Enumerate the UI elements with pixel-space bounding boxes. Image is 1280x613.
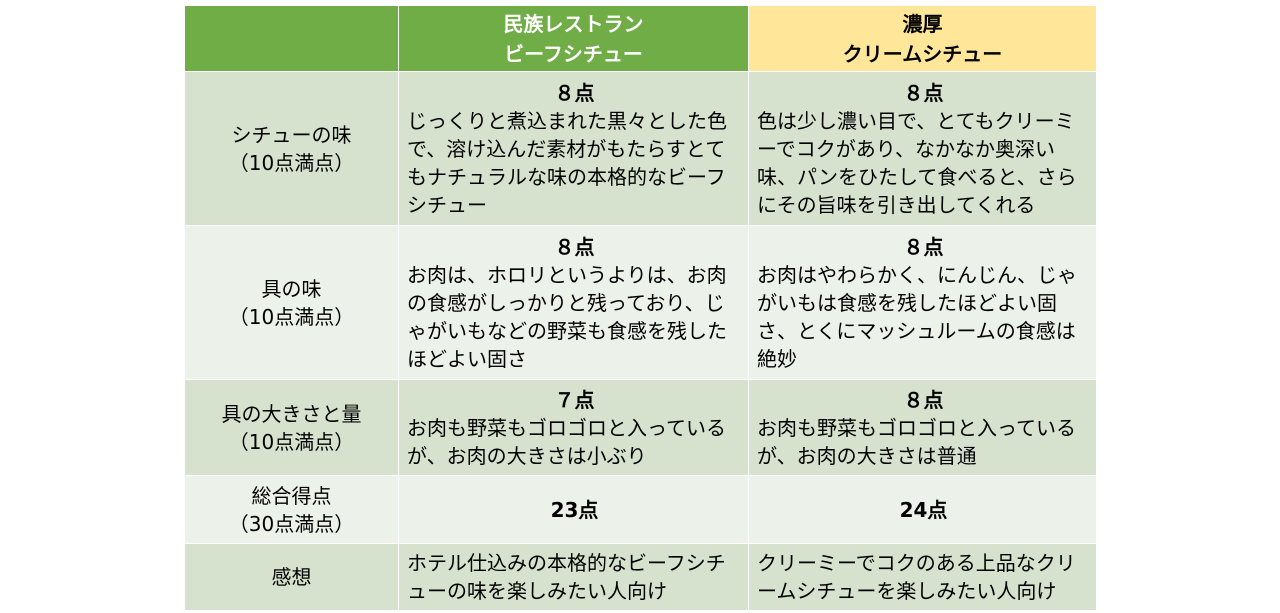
cream-stew-score: ８点 [903,387,944,412]
beef-stew-impression: ホテル仕込みの本格的なビーフシチューの味を楽しみたい人向け [407,551,726,603]
header-beef-stew: 民族レストラン ビーフシチュー [398,5,749,72]
row-label-line1: シチューの味 [231,122,352,147]
row-label-line2: （10点満点） [228,429,355,454]
beef-stew-score: ８点 [554,234,595,259]
row-label: 具の大きさと量 （10点満点） [184,379,399,476]
cream-stew-cell: ８点 お肉も野菜もゴロゴロと入っているが、お肉の大きさは普通 [748,379,1097,476]
cream-stew-cell: ８点 お肉はやわらかく、にんじん、じゃがいもは食感を残したほどよい固さ、とくにマ… [748,225,1097,380]
row-label-line2: （10点満点） [228,150,355,175]
beef-stew-score: ７点 [554,387,595,412]
row-label-line1: 総合得点 [251,483,332,508]
beef-stew-total-score: 23点 [550,497,599,522]
cream-stew-comment: お肉も野菜もゴロゴロと入っているが、お肉の大きさは普通 [757,415,1076,468]
row-label-line1: 具の味 [261,276,322,301]
row-label: シチューの味 （10点満点） [184,71,399,226]
row-label: 具の味 （10点満点） [184,225,399,380]
beef-stew-cell: 23点 [398,475,749,544]
row-label-line1: 感想 [271,565,312,589]
row-total-score: 総合得点 （30点満点） 23点 24点 [184,475,1097,544]
stew-comparison-table: 民族レストラン ビーフシチュー 濃厚 クリームシチュー シチューの味 （10点満… [184,5,1097,611]
beef-stew-score: ８点 [554,80,595,105]
cream-stew-cell: ８点 色は少し濃い目で、とてもクリーミーでコクがあり、なかなか奥深い味、パンをひ… [748,71,1097,226]
beef-stew-cell: ホテル仕込みの本格的なビーフシチューの味を楽しみたい人向け [398,543,749,611]
row-ingredient-taste: 具の味 （10点満点） ８点 お肉は、ホロリというよりは、お肉の食感がしっかりと… [184,225,1097,380]
beef-stew-comment: じっくりと煮込まれた黒々とした色で、溶け込んだ素材がもたらすとてもナチュラルな味… [407,108,727,217]
beef-stew-comment: お肉も野菜もゴロゴロと入っているが、お肉の大きさは小ぶり [407,415,726,468]
cream-stew-score: ８点 [903,80,944,105]
cream-stew-comment: お肉はやわらかく、にんじん、じゃがいもは食感を残したほどよい固さ、とくにマッシュ… [757,262,1077,371]
row-label-line1: 具の大きさと量 [221,401,362,426]
row-label-line2: （30点満点） [228,511,355,536]
cream-stew-total-score: 24点 [899,497,948,522]
row-stew-taste: シチューの味 （10点満点） ８点 じっくりと煮込まれた黒々とした色で、溶け込ん… [184,71,1097,226]
row-label-line2: （10点満点） [228,304,355,329]
header-beef-stew-line2: ビーフシチュー [504,41,643,66]
header-row: 民族レストラン ビーフシチュー 濃厚 クリームシチュー [184,5,1097,72]
header-corner-cell [184,5,399,72]
row-label: 総合得点 （30点満点） [184,475,399,544]
cream-stew-impression: クリーミーでコクのある上品なクリームシチューを楽しみたい人向け [757,551,1076,603]
cream-stew-cell: クリーミーでコクのある上品なクリームシチューを楽しみたい人向け [748,543,1097,611]
row-label: 感想 [184,543,399,611]
beef-stew-cell: ８点 お肉は、ホロリというよりは、お肉の食感がしっかりと残っており、じゃがいもな… [398,225,749,380]
header-cream-stew-line2: クリームシチュー [842,41,1003,66]
row-impression: 感想 ホテル仕込みの本格的なビーフシチューの味を楽しみたい人向け クリーミーでコ… [184,543,1097,611]
beef-stew-cell: ８点 じっくりと煮込まれた黒々とした色で、溶け込んだ素材がもたらすとてもナチュラ… [398,71,749,226]
beef-stew-comment: お肉は、ホロリというよりは、お肉の食感がしっかりと残っており、じゃがいもなどの野… [407,262,727,371]
beef-stew-cell: ７点 お肉も野菜もゴロゴロと入っているが、お肉の大きさは小ぶり [398,379,749,476]
header-beef-stew-line1: 民族レストラン [503,11,644,36]
header-cream-stew-line1: 濃厚 [902,11,943,36]
cream-stew-score: ８点 [903,234,944,259]
header-cream-stew: 濃厚 クリームシチュー [748,5,1097,72]
cream-stew-cell: 24点 [748,475,1097,544]
cream-stew-comment: 色は少し濃い目で、とてもクリーミーでコクがあり、なかなか奥深い味、パンをひたして… [757,108,1077,217]
row-ingredient-size: 具の大きさと量 （10点満点） ７点 お肉も野菜もゴロゴロと入っているが、お肉の… [184,379,1097,476]
